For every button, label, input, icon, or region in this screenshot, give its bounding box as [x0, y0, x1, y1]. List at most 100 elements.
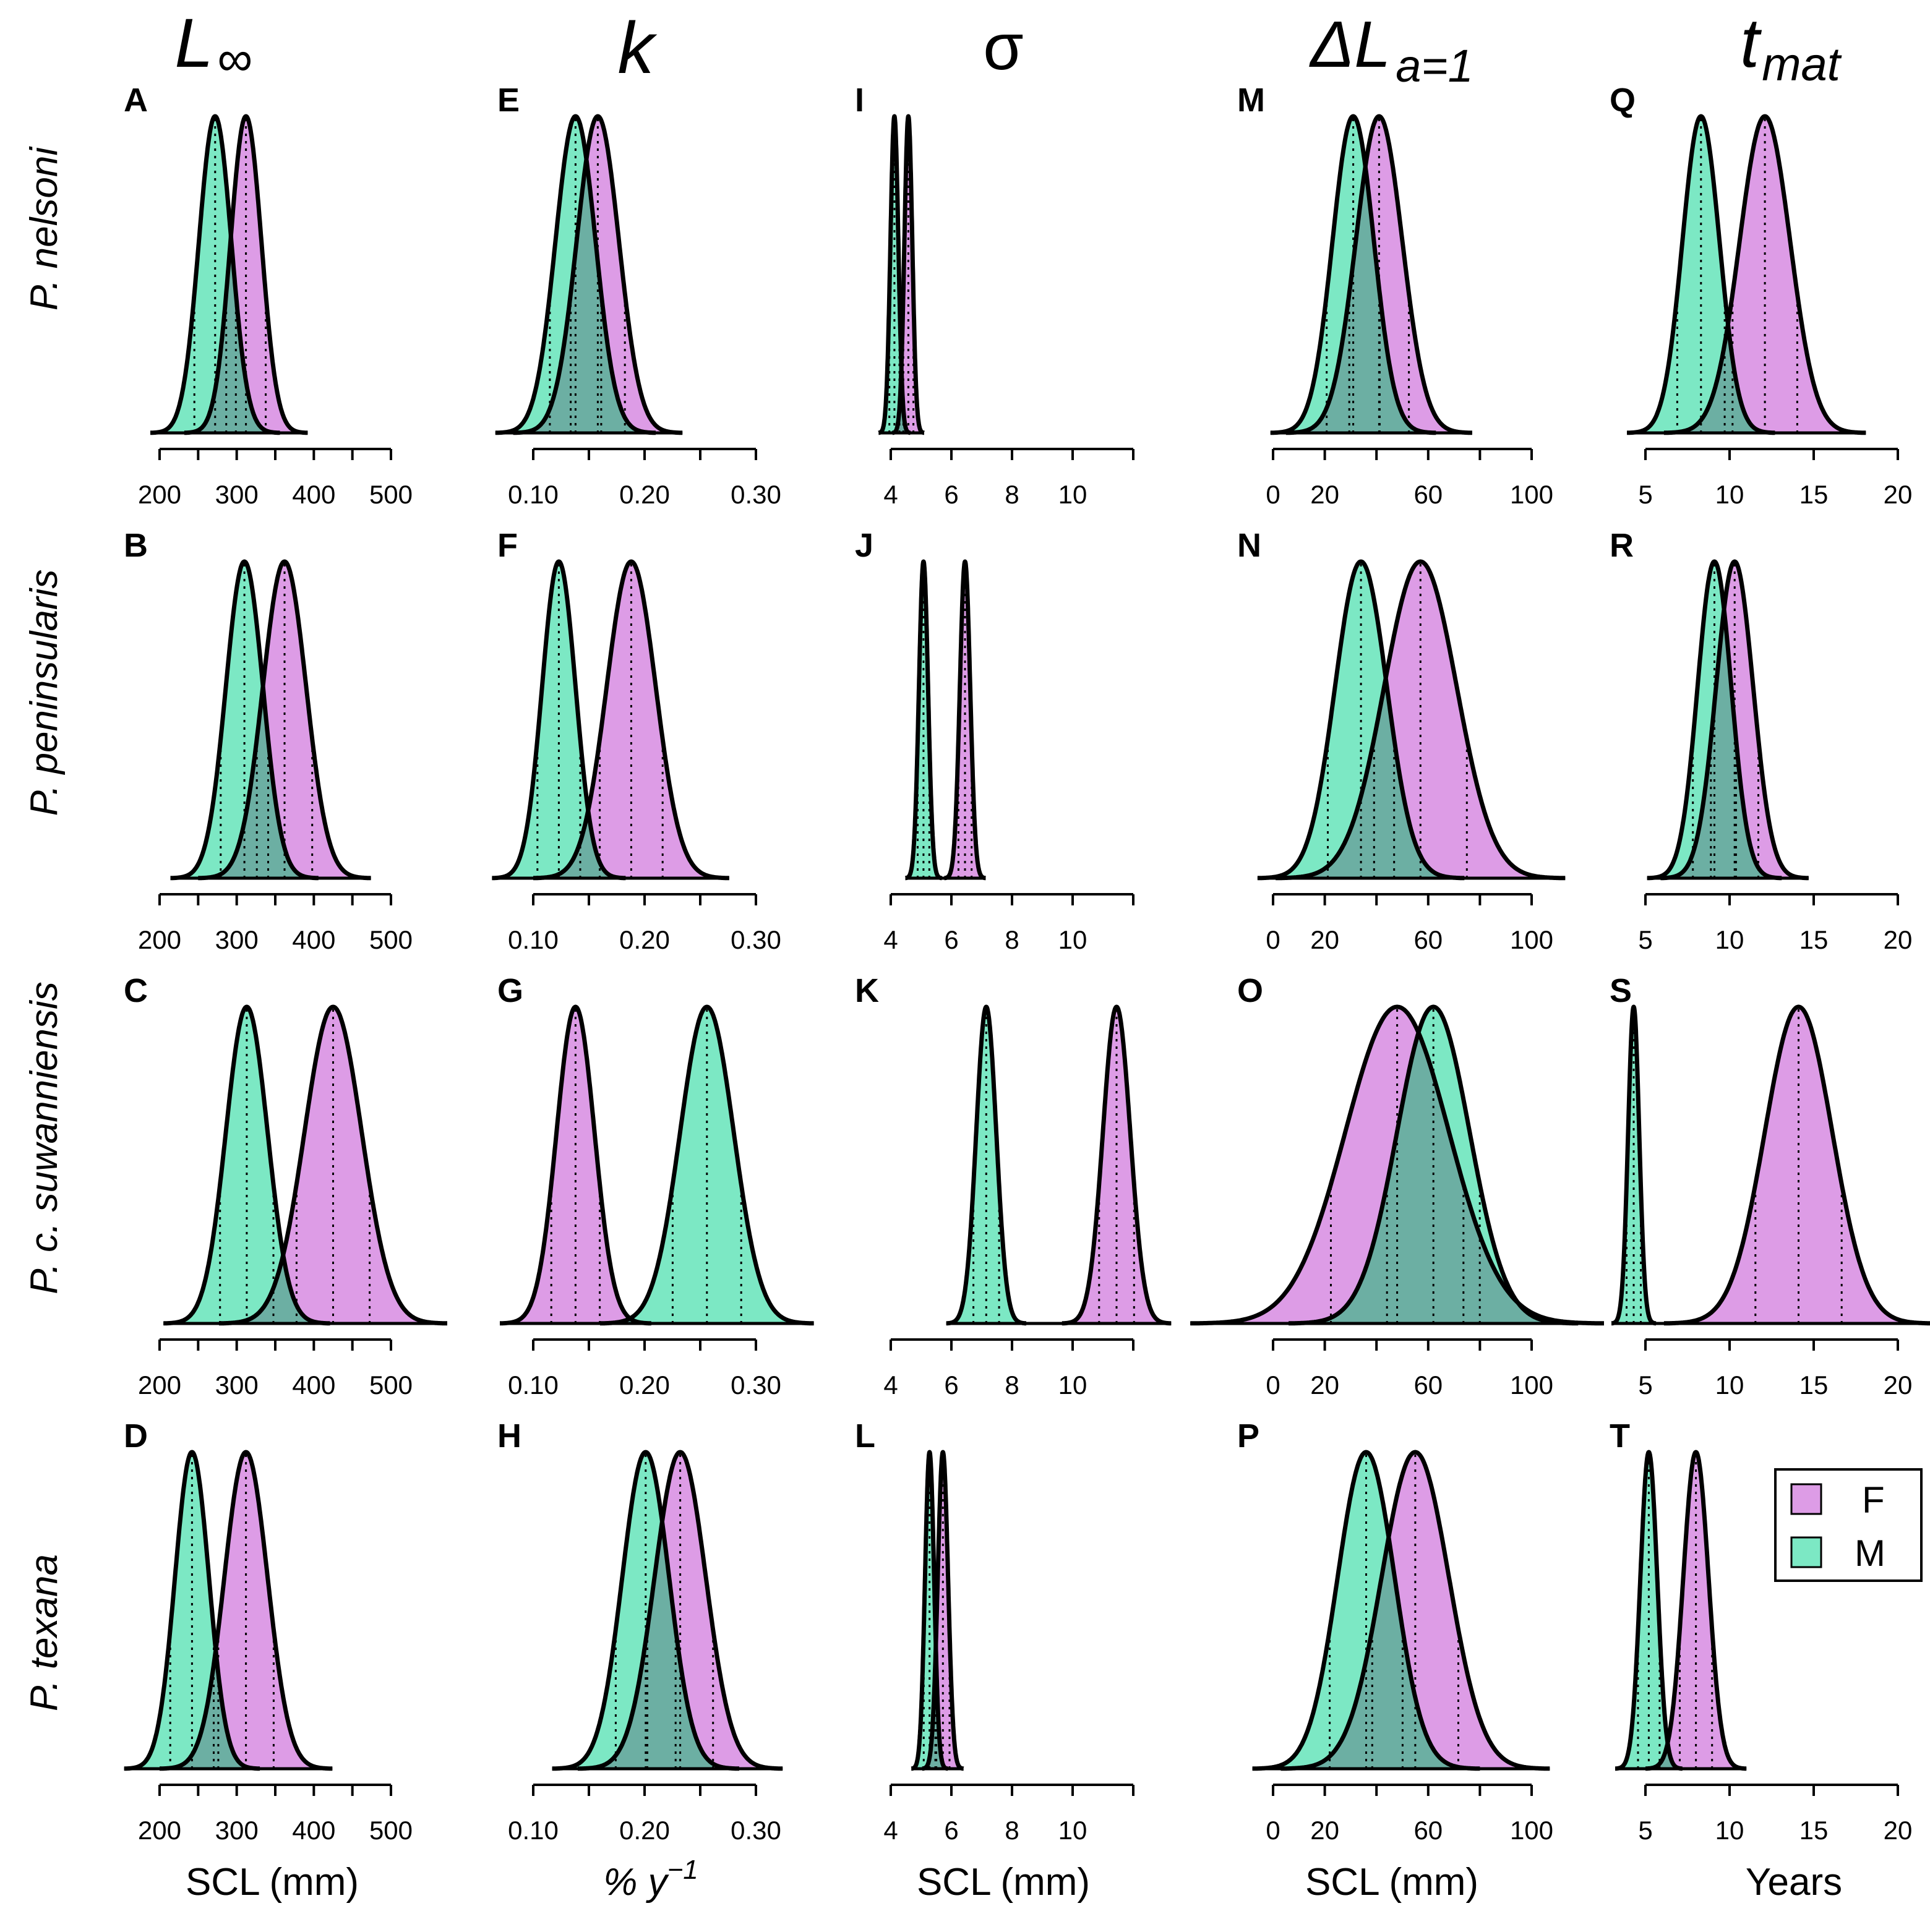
density-female-outline	[531, 559, 731, 881]
panel-q: Q	[1610, 82, 1868, 435]
density-male-outline	[1251, 1450, 1482, 1771]
panel-label: F	[497, 527, 518, 564]
x-tick-label: 0.20	[619, 480, 670, 509]
x-tick-label: 60	[1413, 1816, 1443, 1845]
legend-swatch-m	[1790, 1536, 1822, 1568]
panel-label: O	[1237, 972, 1263, 1009]
density-female-outline	[498, 1004, 653, 1326]
row-label-nelsoni: P. nelsoni	[23, 146, 66, 311]
density-female-outline	[182, 114, 309, 435]
col-title-delta-l: ΔL a=1	[1308, 8, 1473, 92]
x-tick-label: 20	[1884, 1816, 1913, 1845]
x-tick-label: 200	[138, 480, 181, 509]
x-tick-label: 20	[1310, 925, 1339, 954]
xlabel-k: % y−1	[603, 1855, 698, 1904]
panel-r: R	[1610, 527, 1811, 881]
x-axis: 0 20 60 100	[1266, 448, 1553, 509]
panel-c: C	[124, 972, 448, 1326]
x-tick-label: 500	[369, 480, 413, 509]
density-male-outline	[944, 1004, 1028, 1326]
x-tick-label: 5	[1638, 1816, 1652, 1845]
density-female-outline	[1274, 559, 1566, 881]
x-axis: 0 20 60 100	[1266, 1338, 1553, 1400]
density-female-outline	[1662, 114, 1868, 435]
x-tick-label: 8	[1005, 925, 1019, 954]
density-male-outline	[494, 114, 658, 435]
x-axis: 200 300 400 500	[138, 448, 413, 509]
panel-m: M	[1237, 82, 1474, 435]
density-male-outline	[1625, 114, 1777, 435]
x-axis: 0 20 60 100	[1266, 893, 1553, 954]
x-tick-label: 0	[1266, 1816, 1280, 1845]
x-tick-label: 0.30	[731, 480, 781, 509]
density-male-outline	[903, 559, 944, 881]
panel-label: T	[1610, 1417, 1630, 1455]
x-tick-label: 500	[369, 1370, 413, 1400]
x-tick-label: 4	[883, 1370, 898, 1400]
xlabel-delta-l: SCL (mm)	[1305, 1861, 1478, 1904]
density-male-outline	[1645, 559, 1783, 881]
x-tick-label: 0.10	[508, 925, 559, 954]
panel-p: P	[1237, 1417, 1551, 1771]
x-tick-label: 0.20	[619, 1816, 670, 1845]
x-axis: 4 6 8 10	[883, 1338, 1134, 1400]
density-female-outline	[1060, 1004, 1173, 1326]
x-tick-label: 60	[1413, 480, 1443, 509]
panels: 200 300 400 500 0.10 0.20 0.30 4 6 8 10 0 20 60 100 5 10…	[122, 82, 1930, 1845]
xlabel-k-exponent: −1	[667, 1855, 698, 1885]
x-tick-label: 300	[215, 480, 259, 509]
x-tick-label: 200	[138, 1816, 181, 1845]
x-tick-label: 6	[944, 1816, 958, 1845]
x-tick-label: 6	[944, 1370, 958, 1400]
x-axis: 0.10 0.20 0.30	[508, 893, 781, 954]
panel-d: D	[122, 1417, 334, 1771]
x-tick-label: 6	[944, 480, 958, 509]
density-overlap-fill	[124, 1653, 333, 1769]
col-title-linf: L∞	[174, 4, 252, 86]
x-axis: 5 10 15 20	[1638, 1338, 1912, 1400]
x-tick-label: 0.30	[731, 1816, 781, 1845]
density-female-outline	[1644, 1450, 1748, 1771]
panel-o: O	[1190, 972, 1605, 1326]
density-female-outline	[890, 114, 927, 435]
x-axis: 200 300 400 500	[138, 893, 413, 954]
panel-e: E	[494, 82, 684, 435]
x-axis: 0.10 0.20 0.30	[508, 1338, 781, 1400]
density-overlap-fill	[552, 1524, 783, 1769]
density-male-outline	[909, 1450, 950, 1771]
x-tick-label: 60	[1413, 925, 1443, 954]
density-overlap-fill	[495, 160, 683, 433]
x-axis-labels: SCL (mm) % y−1 SCL (mm) SCL (mm) Years	[186, 1855, 1842, 1904]
x-axis: 4 6 8 10	[883, 448, 1134, 509]
x-tick-label: 20	[1884, 925, 1913, 954]
x-tick-label: 4	[883, 480, 898, 509]
x-tick-label: 10	[1715, 480, 1744, 509]
density-overlap-fill	[170, 688, 371, 878]
panel-g: G	[497, 972, 815, 1326]
panel-a: A	[124, 82, 309, 435]
density-male-outline	[1609, 1004, 1658, 1326]
density-female-outline	[197, 559, 372, 881]
x-tick-label: 0	[1266, 480, 1280, 509]
x-tick-label: 400	[292, 1370, 335, 1400]
panel-s: S	[1609, 972, 1930, 1326]
x-axis: 200 300 400 500	[138, 1784, 413, 1845]
x-tick-label: 8	[1005, 1816, 1019, 1845]
panel-label: C	[124, 972, 148, 1009]
legend-label-m: M	[1855, 1532, 1885, 1574]
x-tick-label: 400	[292, 480, 335, 509]
density-male-outline	[598, 1004, 815, 1326]
x-tick-label: 500	[369, 1816, 413, 1845]
x-tick-label: 60	[1413, 1370, 1443, 1400]
panel-label: N	[1237, 527, 1261, 564]
panel-label: I	[855, 82, 864, 119]
x-tick-label: 100	[1510, 925, 1553, 954]
x-tick-label: 0.10	[508, 1816, 559, 1845]
x-axis: 0 20 60 100	[1266, 1784, 1553, 1845]
panel-label: J	[855, 527, 873, 564]
x-axis: 5 10 15 20	[1638, 1784, 1913, 1845]
xlabel-k-main: % y	[603, 1861, 669, 1904]
xlabel-linf: SCL (mm)	[186, 1861, 359, 1904]
